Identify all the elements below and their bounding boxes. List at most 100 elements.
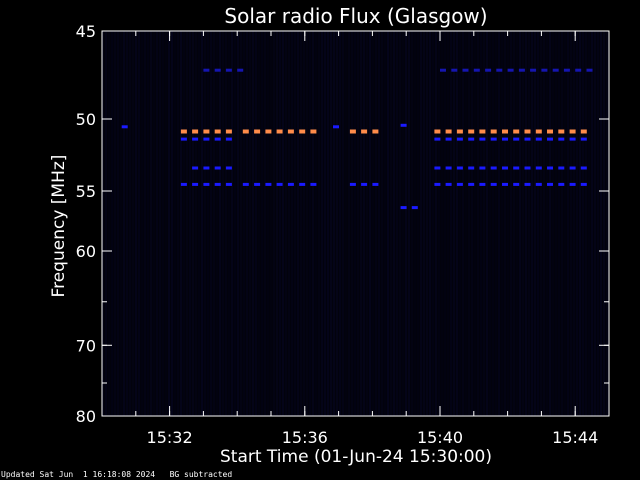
burst-mark <box>203 137 210 141</box>
noise-stripe <box>540 31 542 416</box>
noise-stripe <box>456 31 458 416</box>
noise-stripe <box>423 31 425 416</box>
noise-stripe <box>216 31 218 416</box>
burst-mark <box>203 129 210 134</box>
noise-stripe <box>465 31 467 416</box>
noise-stripe <box>513 31 515 416</box>
noise-stripe <box>177 31 179 416</box>
burst-mark <box>468 129 475 134</box>
noise-stripe <box>447 31 449 416</box>
noise-stripe <box>576 31 578 416</box>
noise-stripe <box>492 31 494 416</box>
y-tick-label: 70 <box>76 336 96 355</box>
noise-stripe <box>234 31 236 416</box>
noise-stripe <box>147 31 149 416</box>
burst-mark <box>214 137 221 141</box>
noise-stripe <box>450 31 452 416</box>
burst-mark <box>580 129 587 134</box>
noise-stripe <box>210 31 212 416</box>
noise-stripe <box>573 31 575 416</box>
noise-stripe <box>297 31 299 416</box>
noise-stripe <box>285 31 287 416</box>
burst-mark <box>445 129 452 134</box>
noise-stripe <box>141 31 143 416</box>
burst-mark <box>400 123 407 127</box>
burst-mark <box>265 182 272 186</box>
burst-mark <box>462 68 469 72</box>
noise-stripe <box>198 31 200 416</box>
burst-mark <box>372 129 379 134</box>
burst-mark <box>468 137 475 141</box>
burst-mark <box>225 68 232 72</box>
y-axis-label: Frequency [MHz] <box>49 155 69 298</box>
noise-stripe <box>531 31 533 416</box>
noise-stripe <box>294 31 296 416</box>
noise-stripe <box>510 31 512 416</box>
x-tick-label: 15:44 <box>552 428 598 447</box>
plot-frame <box>101 30 610 417</box>
burst-mark <box>490 166 497 170</box>
burst-mark <box>203 166 210 170</box>
burst-mark <box>569 182 576 186</box>
burst-mark <box>214 68 221 72</box>
noise-stripe <box>132 31 134 416</box>
noise-stripe <box>453 31 455 416</box>
noise-stripe <box>606 31 608 416</box>
burst-mark <box>586 68 593 72</box>
noise-stripe <box>330 31 332 416</box>
noise-stripe <box>324 31 326 416</box>
noise-stripe <box>363 31 365 416</box>
burst-mark <box>445 166 452 170</box>
burst-mark <box>214 182 221 186</box>
noise-stripe <box>270 31 272 416</box>
noise-stripe <box>162 31 164 416</box>
noise-stripe <box>351 31 353 416</box>
noise-stripe <box>462 31 464 416</box>
burst-mark <box>558 129 565 134</box>
burst-mark <box>535 137 542 141</box>
burst-mark <box>440 68 446 72</box>
noise-stripe <box>135 31 137 416</box>
noise-stripe <box>252 31 254 416</box>
burst-mark <box>569 129 576 134</box>
burst-mark <box>558 137 565 141</box>
noise-stripe <box>219 31 221 416</box>
noise-stripe <box>189 31 191 416</box>
noise-stripe <box>327 31 329 416</box>
noise-stripe <box>567 31 569 416</box>
noise-stripe <box>582 31 584 416</box>
noise-stripe <box>279 31 281 416</box>
noise-stripe <box>543 31 545 416</box>
burst-mark <box>485 68 492 72</box>
y-tick-label: 45 <box>76 22 96 41</box>
noise-stripe <box>501 31 503 416</box>
burst-mark <box>214 166 221 170</box>
axes: 15:32 15:36 15:40 15:44 45 50 55 60 70 80 <box>76 22 610 447</box>
burst-mark <box>203 182 210 186</box>
burst-mark <box>192 166 199 170</box>
noise-stripe <box>390 31 392 416</box>
burst-mark <box>547 182 553 186</box>
burst-mark <box>468 182 475 186</box>
burst-mark <box>479 137 486 141</box>
burst-mark <box>502 129 508 134</box>
noise-stripe <box>585 31 587 416</box>
y-tick-label: 55 <box>76 182 96 201</box>
noise-stripe <box>276 31 278 416</box>
x-tick-label: 15:32 <box>147 428 193 447</box>
burst-mark <box>502 182 508 186</box>
noise-stripe <box>225 31 227 416</box>
burst-mark <box>434 182 441 186</box>
burst-mark <box>299 129 306 134</box>
noise-stripe <box>315 31 317 416</box>
burst-mark <box>468 166 475 170</box>
burst-mark <box>479 166 486 170</box>
burst-mark <box>180 182 187 186</box>
noise-stripe <box>429 31 431 416</box>
noise-stripe <box>477 31 479 416</box>
burst-mark <box>569 166 576 170</box>
noise-stripe <box>249 31 251 416</box>
noise-stripe <box>498 31 500 416</box>
noise-stripe <box>507 31 509 416</box>
noise-stripe <box>288 31 290 416</box>
